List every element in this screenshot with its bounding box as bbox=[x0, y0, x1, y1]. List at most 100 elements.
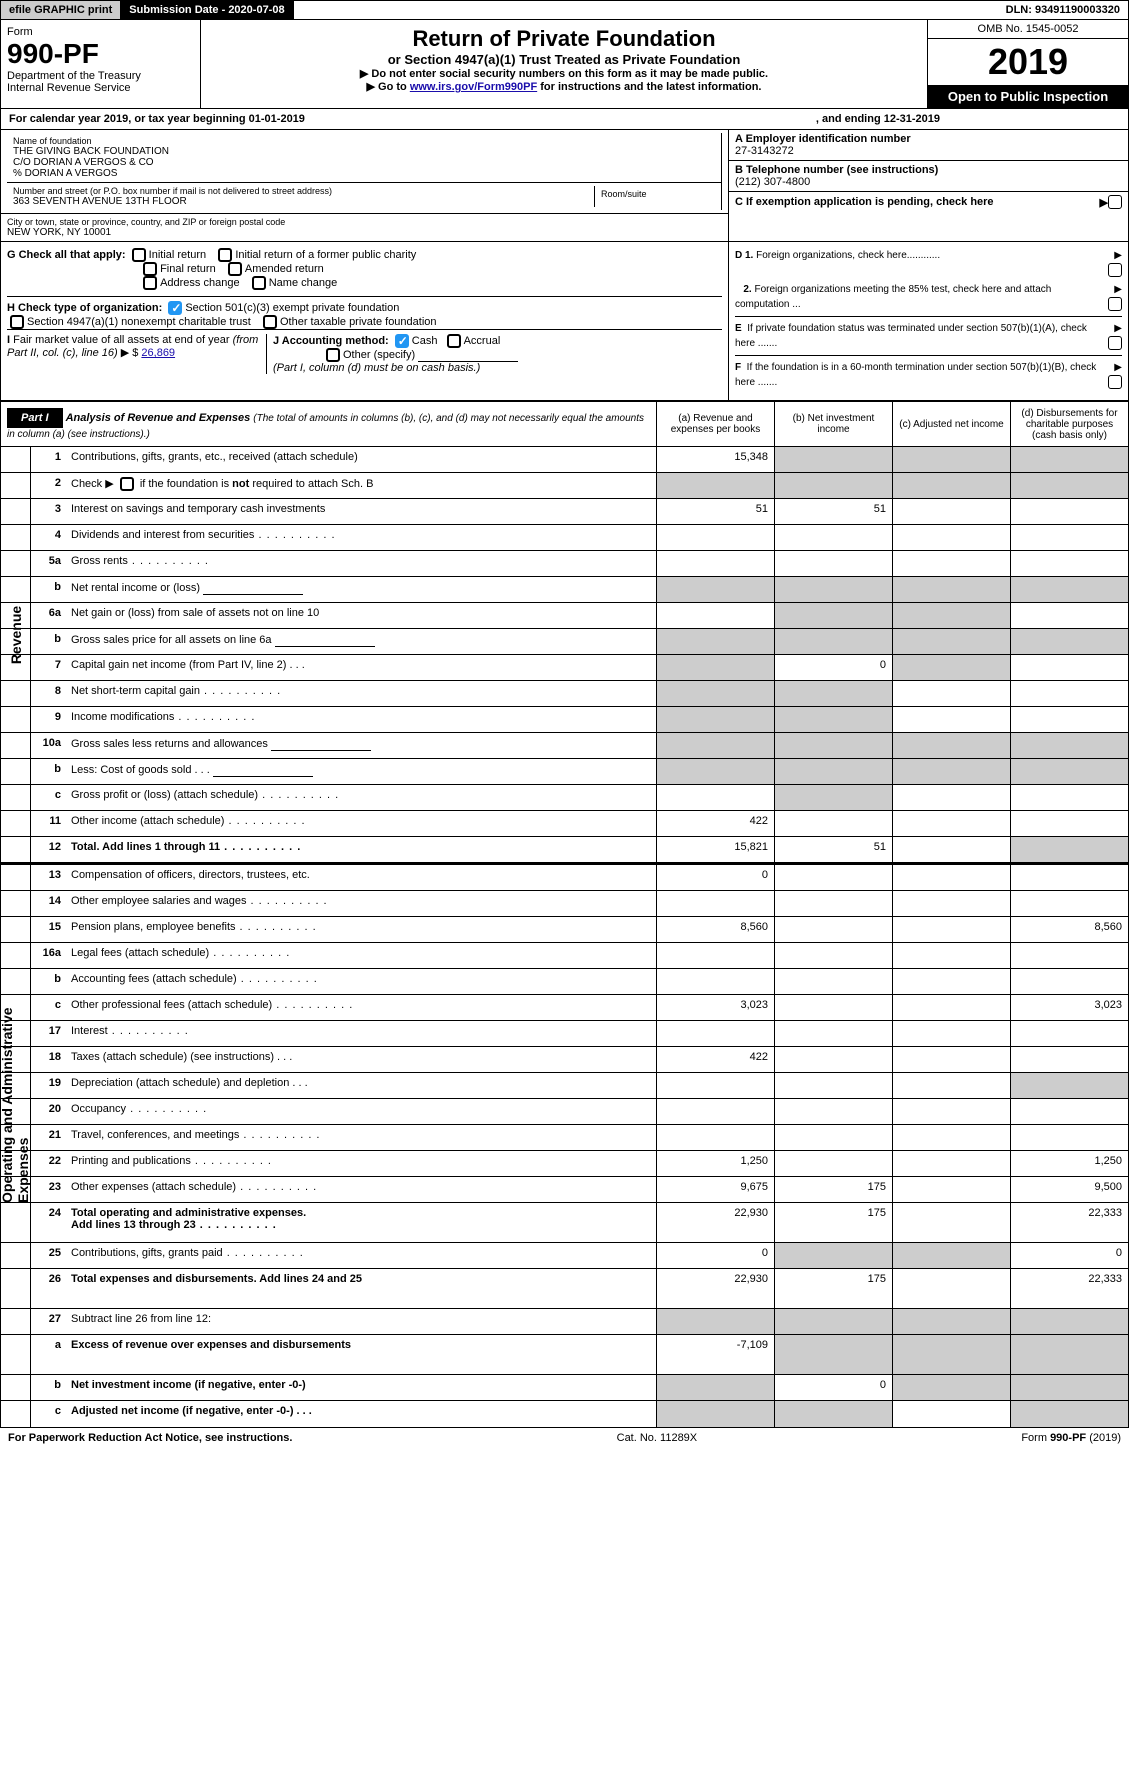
cell-b bbox=[774, 1309, 892, 1334]
row-number: 16a bbox=[31, 943, 67, 968]
table-row: cAdjusted net income (if negative, enter… bbox=[1, 1401, 1128, 1427]
other-method-checkbox[interactable] bbox=[326, 348, 340, 362]
cell-d: 0 bbox=[1010, 1243, 1128, 1268]
row-number: b bbox=[31, 969, 67, 994]
row-number: 12 bbox=[31, 837, 67, 862]
row-text: Compensation of officers, directors, tru… bbox=[67, 865, 656, 890]
cell-b bbox=[774, 1335, 892, 1374]
ein-value: 27-3143272 bbox=[735, 145, 1122, 157]
cell-d bbox=[1010, 655, 1128, 680]
exemption-pending-label: C If exemption application is pending, c… bbox=[735, 196, 1100, 208]
f-checkbox[interactable] bbox=[1108, 375, 1122, 389]
amended-return-checkbox[interactable] bbox=[228, 262, 242, 276]
row-text: Printing and publications bbox=[67, 1151, 656, 1176]
row-number: 15 bbox=[31, 917, 67, 942]
row-text: Interest on savings and temporary cash i… bbox=[67, 499, 656, 524]
exemption-checkbox[interactable] bbox=[1108, 195, 1122, 209]
cell-d bbox=[1010, 1047, 1128, 1072]
cash-checkbox[interactable] bbox=[395, 334, 409, 348]
header-note2: ▶ Go to www.irs.gov/Form990PF for instru… bbox=[221, 80, 907, 93]
cell-c bbox=[892, 811, 1010, 836]
other-taxable-checkbox[interactable] bbox=[263, 315, 277, 329]
cell-d bbox=[1010, 681, 1128, 706]
row-number: 18 bbox=[31, 1047, 67, 1072]
cell-a: 422 bbox=[656, 811, 774, 836]
row-text: Other income (attach schedule) bbox=[67, 811, 656, 836]
cell-a bbox=[656, 551, 774, 576]
row-number: 7 bbox=[31, 655, 67, 680]
row-text: Total operating and administrative expen… bbox=[67, 1203, 656, 1242]
cell-c bbox=[892, 1401, 1010, 1427]
fmv-link[interactable]: 26,869 bbox=[141, 347, 175, 359]
cell-c bbox=[892, 891, 1010, 916]
cell-d bbox=[1010, 1375, 1128, 1400]
dept-label: Department of the Treasury bbox=[7, 70, 194, 82]
row-number: 23 bbox=[31, 1177, 67, 1202]
d2-checkbox[interactable] bbox=[1108, 297, 1122, 311]
cell-c bbox=[892, 551, 1010, 576]
cell-b bbox=[774, 865, 892, 890]
table-row: 9Income modifications bbox=[1, 707, 1128, 733]
row-text: Taxes (attach schedule) (see instruction… bbox=[67, 1047, 656, 1072]
row-text: Capital gain net income (from Part IV, l… bbox=[67, 655, 656, 680]
d1-checkbox[interactable] bbox=[1108, 263, 1122, 277]
cell-b: 175 bbox=[774, 1177, 892, 1202]
cell-b: 0 bbox=[774, 1375, 892, 1400]
row-number: 10a bbox=[31, 733, 67, 758]
revenue-side-label: Revenue bbox=[8, 606, 24, 664]
501c3-checkbox[interactable] bbox=[168, 301, 182, 315]
cell-b bbox=[774, 917, 892, 942]
accrual-checkbox[interactable] bbox=[447, 334, 461, 348]
cell-a bbox=[656, 681, 774, 706]
cell-b: 51 bbox=[774, 499, 892, 524]
cell-a bbox=[656, 891, 774, 916]
row-number: 20 bbox=[31, 1099, 67, 1124]
cell-c bbox=[892, 499, 1010, 524]
row-number: 6a bbox=[31, 603, 67, 628]
cell-c bbox=[892, 1151, 1010, 1176]
table-row: 16aLegal fees (attach schedule) bbox=[1, 943, 1128, 969]
cell-b bbox=[774, 447, 892, 472]
cell-b bbox=[774, 551, 892, 576]
name-change-checkbox[interactable] bbox=[252, 276, 266, 290]
cell-b bbox=[774, 969, 892, 994]
cell-a: 422 bbox=[656, 1047, 774, 1072]
table-row: 8Net short-term capital gain bbox=[1, 681, 1128, 707]
tel-value: (212) 307-4800 bbox=[735, 176, 1122, 188]
cell-a: 1,250 bbox=[656, 1151, 774, 1176]
table-row: 24Total operating and administrative exp… bbox=[1, 1203, 1128, 1243]
final-return-checkbox[interactable] bbox=[143, 262, 157, 276]
cell-c bbox=[892, 1021, 1010, 1046]
cell-b bbox=[774, 785, 892, 810]
row-number: 13 bbox=[31, 865, 67, 890]
e-checkbox[interactable] bbox=[1108, 336, 1122, 350]
cell-c bbox=[892, 785, 1010, 810]
cell-d: 22,333 bbox=[1010, 1203, 1128, 1242]
efile-label: efile GRAPHIC print bbox=[1, 1, 121, 19]
row-text: Income modifications bbox=[67, 707, 656, 732]
4947a1-checkbox[interactable] bbox=[10, 315, 24, 329]
initial-former-checkbox[interactable] bbox=[218, 248, 232, 262]
table-row: 5aGross rents bbox=[1, 551, 1128, 577]
cell-b bbox=[774, 733, 892, 758]
cell-c bbox=[892, 577, 1010, 602]
cell-c bbox=[892, 759, 1010, 784]
row-number: c bbox=[31, 785, 67, 810]
cell-b bbox=[774, 891, 892, 916]
cell-a bbox=[656, 1021, 774, 1046]
row-text: Net rental income or (loss) bbox=[67, 577, 656, 602]
cell-a: 9,675 bbox=[656, 1177, 774, 1202]
table-row: 13Compensation of officers, directors, t… bbox=[1, 865, 1128, 891]
address-change-checkbox[interactable] bbox=[143, 276, 157, 290]
cell-c bbox=[892, 1269, 1010, 1308]
cell-d bbox=[1010, 1073, 1128, 1098]
form-number: 990-PF bbox=[7, 38, 194, 70]
cell-b bbox=[774, 995, 892, 1020]
form990pf-link[interactable]: www.irs.gov/Form990PF bbox=[410, 81, 537, 93]
initial-return-checkbox[interactable] bbox=[132, 248, 146, 262]
cell-a bbox=[656, 943, 774, 968]
cell-a: 15,821 bbox=[656, 837, 774, 862]
table-row: cOther professional fees (attach schedul… bbox=[1, 995, 1128, 1021]
row-number: 1 bbox=[31, 447, 67, 472]
cell-b bbox=[774, 603, 892, 628]
